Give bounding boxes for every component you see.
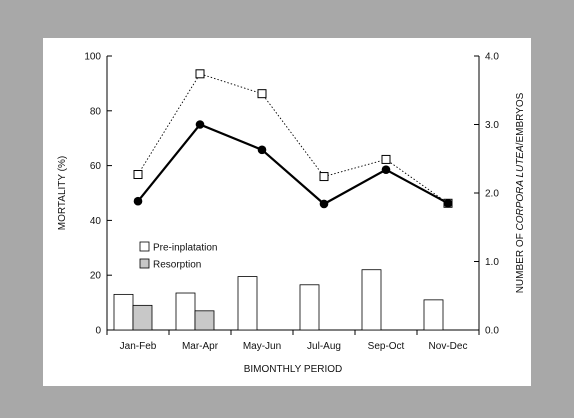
open-square-marker [319,172,329,182]
bars [113,269,444,331]
bar-resorption [194,310,215,331]
bar-pre-inplatation [299,284,320,331]
right-y-axis-title: NUMBER OF CORPORA LUTEA/EMBRYOS [515,92,526,293]
x-tick-label: Jul-Aug [307,341,341,352]
chart-svg: 0 20 40 60 80 100 0.0 1.0 2.0 3.0 4.0 Jan-Feb Mar-Ap… [57,52,526,376]
lines [133,69,453,209]
open-square-marker [257,89,267,99]
left-y-tick-label: 80 [90,106,102,117]
filled-circle-marker [319,199,329,209]
x-tick-label: Nov-Dec [429,341,468,352]
solid-line [137,123,449,206]
x-tick-label: Mar-Apr [182,341,219,352]
right-y-tick-label: 4.0 [485,52,499,63]
bar-pre-inplatation [113,293,134,331]
filled-circle-marker [257,145,267,155]
left-y-tick-label: 20 [90,271,102,282]
right-y-tick-label: 0.0 [485,326,499,337]
bar-pre-inplatation [423,299,444,331]
left-y-tick-label: 40 [90,216,102,227]
bar-pre-inplatation [361,269,382,331]
axes [106,55,480,335]
left-y-axis-title: MORTALITY (%) [57,156,68,230]
legend-swatch-pre-inplatation [139,241,150,252]
right-y-tick-label: 3.0 [485,120,499,131]
x-axis-title: BIMONTHLY PERIOD [244,364,343,375]
right-y-axis-title-part2: CORPORA LUTEA [515,145,526,231]
filled-circle-marker [133,196,143,206]
bar-pre-inplatation [237,276,258,331]
tick-labels: 0 20 40 60 80 100 0.0 1.0 2.0 3.0 4.0 Jan-Feb Mar-Ap… [84,52,499,353]
legend: Pre-inplatation Resorption [139,241,217,271]
x-tick-label: May-Jun [243,341,281,352]
open-square-marker [381,154,391,164]
open-square-marker [133,170,143,180]
bar-pre-inplatation [175,292,196,331]
filled-circle-marker [381,165,391,175]
legend-swatch-resorption [139,258,150,269]
left-y-tick-label: 60 [90,161,102,172]
right-y-tick-label: 1.0 [485,257,499,268]
dotted-line [137,73,449,204]
legend-label-pre-inplatation: Pre-inplatation [153,243,217,254]
right-y-tick-label: 2.0 [485,189,499,200]
x-tick-label: Jan-Feb [120,341,157,352]
filled-circle-marker [443,198,453,208]
right-y-axis-title-part1: NUMBER OF [515,231,526,294]
chart-panel: 0 20 40 60 80 100 0.0 1.0 2.0 3.0 4.0 Jan-Feb Mar-Ap… [43,38,531,386]
open-square-marker [195,69,205,79]
legend-label-resorption: Resorption [153,260,201,271]
filled-circle-marker [195,120,205,129]
x-tick-label: Sep-Oct [368,341,405,352]
bar-resorption [132,304,153,331]
left-y-tick-label: 0 [95,326,101,337]
left-y-tick-label: 100 [84,52,101,63]
right-y-axis-title-part3: /EMBRYOS [515,92,526,145]
